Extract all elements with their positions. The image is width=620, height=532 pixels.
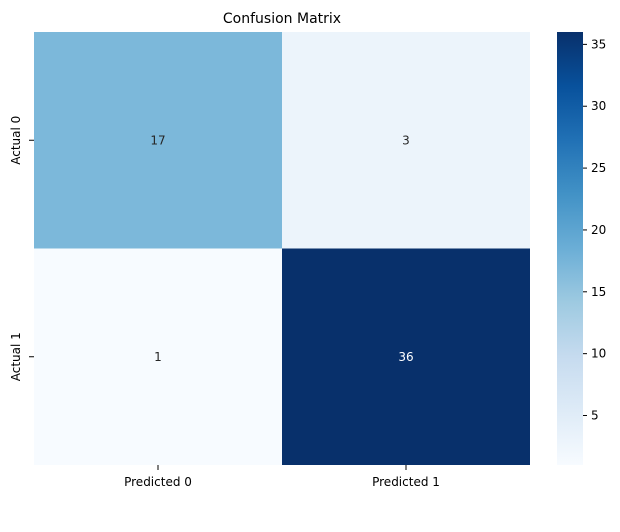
colorbar-tick-label: 15 — [591, 285, 606, 299]
heatmap-cell — [282, 248, 530, 465]
chart-title: Confusion Matrix — [223, 11, 341, 27]
y-tick-label: Actual 1 — [9, 332, 23, 381]
heatmap-cell — [34, 248, 282, 465]
heatmap-cell — [34, 32, 282, 249]
colorbar-tick-label: 30 — [591, 99, 606, 113]
cell-value-label: 36 — [398, 350, 413, 364]
cell-value-label: 1 — [154, 350, 162, 364]
heatmap-cells — [34, 32, 530, 465]
colorbar-tick-label: 20 — [591, 223, 606, 237]
y-tick-label: Actual 0 — [9, 116, 23, 165]
colorbar-tick-label: 35 — [591, 37, 606, 51]
heatmap-cell-labels: 17 3 1 36 — [150, 133, 413, 364]
x-axis: Predicted 0 Predicted 1 — [124, 465, 440, 489]
colorbar: 5 10 15 20 25 30 35 — [557, 32, 606, 465]
colorbar-tick-label: 5 — [591, 409, 599, 423]
x-tick-label: Predicted 1 — [372, 475, 440, 489]
colorbar-tick-label: 25 — [591, 161, 606, 175]
y-axis: Actual 0 Actual 1 — [9, 116, 34, 381]
colorbar-gradient — [557, 32, 583, 465]
colorbar-tick-label: 10 — [591, 347, 606, 361]
x-tick-label: Predicted 0 — [124, 475, 192, 489]
cell-value-label: 17 — [150, 133, 165, 147]
heatmap-cell — [282, 32, 530, 249]
cell-value-label: 3 — [402, 133, 410, 147]
